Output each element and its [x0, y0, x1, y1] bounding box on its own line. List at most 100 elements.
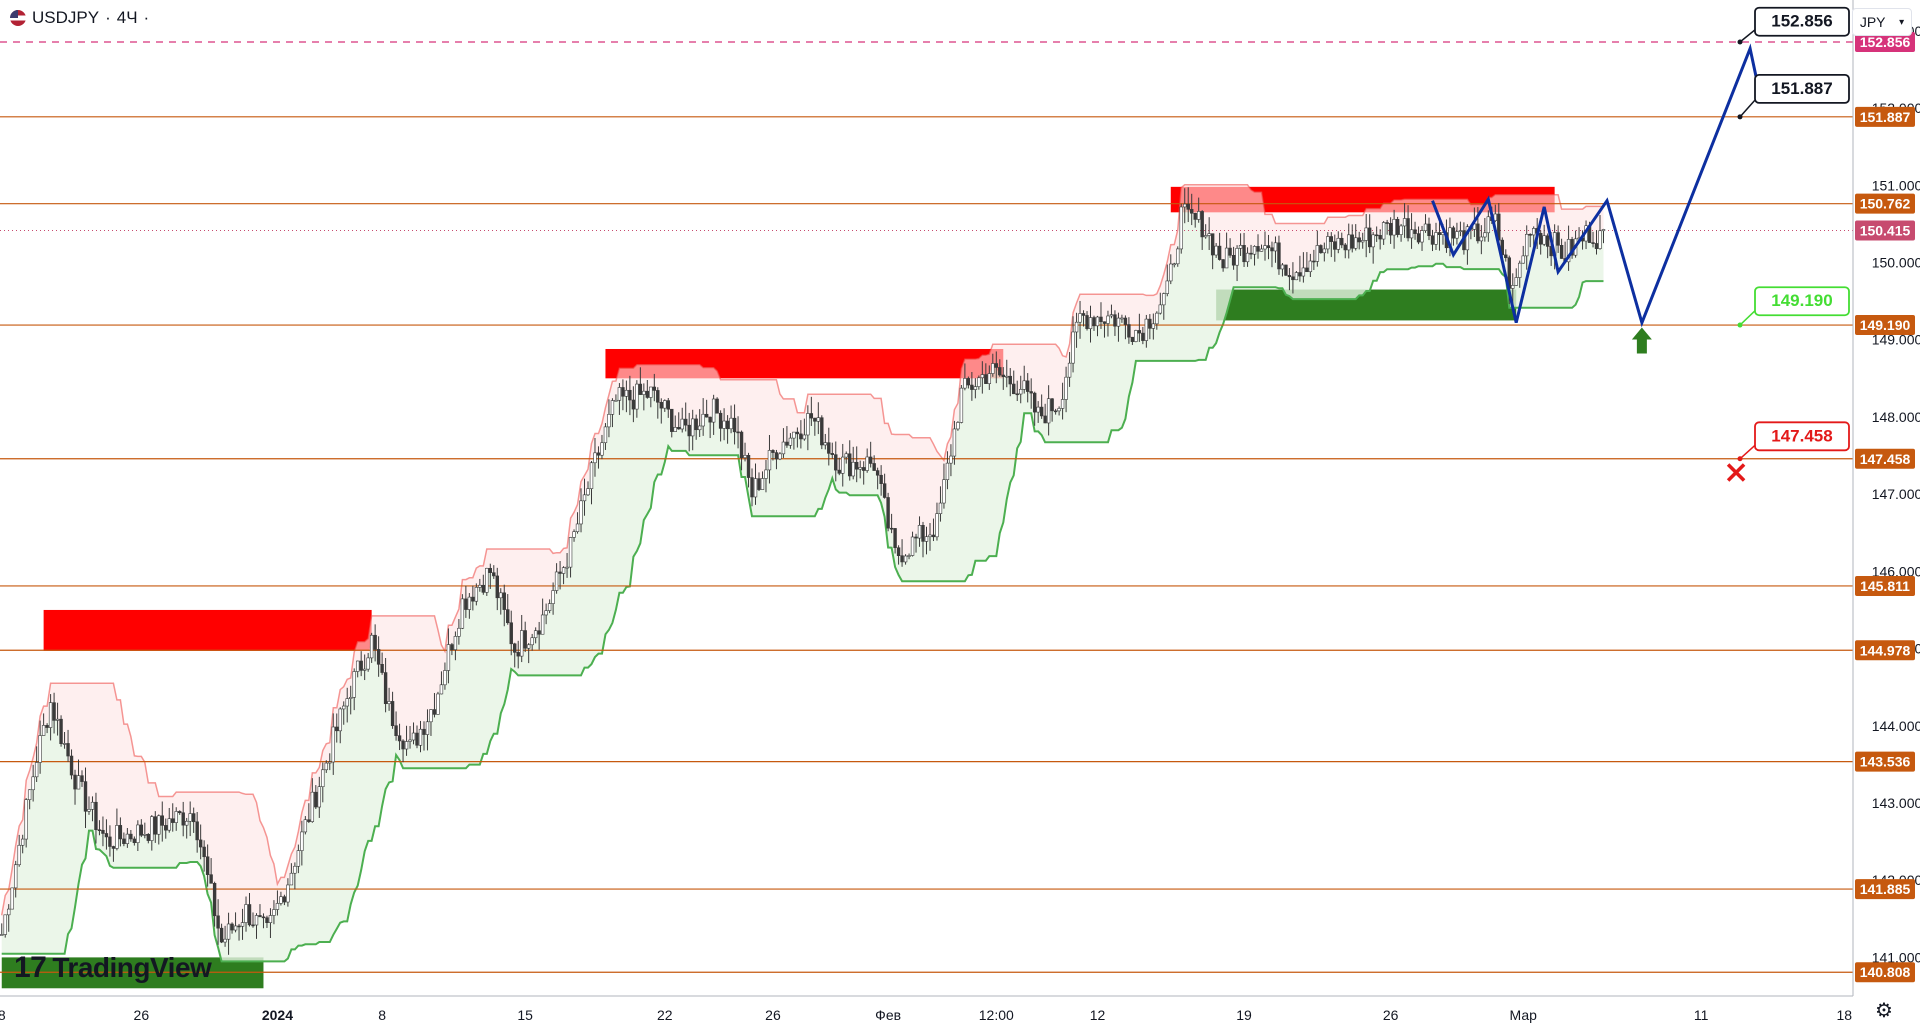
candle-body — [69, 755, 74, 776]
gear-icon[interactable]: ⚙ — [1875, 1000, 1893, 1022]
candle-body — [649, 386, 653, 398]
price-tick-label: 143.000 — [1872, 795, 1920, 811]
price-axis[interactable]: 141.000142.000143.000144.000145.000146.0… — [1852, 0, 1920, 996]
time-tick-label: 19 — [1236, 1007, 1252, 1023]
price-level-tag-label: 149.190 — [1860, 317, 1911, 333]
candle-body — [907, 555, 911, 557]
candle-body — [443, 670, 447, 686]
candle-body — [858, 467, 862, 470]
price-tick-label: 150.000 — [1872, 255, 1920, 271]
candle-body — [31, 776, 35, 791]
candle-body — [1210, 233, 1215, 256]
candle-body — [1245, 252, 1250, 263]
time-tick-label: 26 — [765, 1007, 781, 1023]
candle-body — [87, 809, 91, 812]
candle-body — [62, 743, 67, 745]
candle-body — [48, 702, 53, 728]
candle-body — [575, 523, 580, 532]
tradingview-logo[interactable]: 17 TradingView — [14, 951, 212, 985]
candle-body — [198, 839, 203, 848]
candle-body — [1367, 227, 1372, 248]
candle-body — [896, 547, 901, 557]
candle-body — [715, 398, 719, 414]
candle-body — [502, 592, 506, 610]
candle-body — [568, 537, 573, 568]
candle-body — [76, 775, 81, 790]
symbol-header[interactable]: USDJPY · 4Ч · — [10, 8, 149, 28]
candle-body — [795, 431, 800, 435]
time-tick-label: 12:00 — [979, 1007, 1014, 1023]
price-level-tag-label: 147.458 — [1860, 451, 1911, 467]
candle-body — [806, 413, 810, 436]
candle-body — [17, 844, 21, 866]
candle-body — [956, 422, 960, 430]
candle-body — [349, 696, 353, 699]
candle-body — [1008, 375, 1012, 385]
candle-body — [928, 534, 932, 538]
candle-body — [680, 418, 684, 430]
candle-body — [174, 811, 178, 823]
candle-body — [90, 801, 95, 810]
candle-body — [533, 630, 538, 639]
candle-body — [300, 831, 304, 851]
candle-body — [240, 922, 245, 927]
candle-body — [1120, 317, 1124, 320]
price-level-tag — [1855, 193, 1915, 214]
candle-body — [188, 813, 192, 822]
currency-selector[interactable]: JPY ▾ — [1852, 8, 1912, 36]
candle-body — [1235, 248, 1239, 266]
candle-body — [146, 834, 151, 841]
chevron-down-icon: ▾ — [1899, 16, 1905, 28]
candle-body — [425, 721, 430, 735]
candle-body — [1186, 203, 1190, 210]
candle-body — [607, 414, 611, 428]
candle-body — [739, 431, 744, 459]
candle-body — [307, 819, 311, 822]
candle-body — [746, 455, 751, 478]
candle-body — [1106, 315, 1110, 324]
candle-body — [729, 417, 733, 430]
candle-body — [844, 453, 848, 458]
symbol-name: USDJPY — [32, 8, 100, 27]
candle-body — [635, 383, 639, 410]
trailing-bands-layer — [0, 184, 1604, 963]
callout-box — [1754, 286, 1850, 317]
candle-body — [209, 874, 213, 884]
candle-body — [1556, 232, 1560, 246]
candle-body — [963, 378, 967, 389]
candle-body — [331, 726, 335, 763]
candle-body — [841, 456, 845, 474]
candle-body — [118, 825, 123, 840]
price-level-tag-label: 150.762 — [1860, 196, 1911, 212]
candle-body — [732, 417, 737, 433]
time-axis[interactable]: 8 26 2024 8 15 22 26 Фев 12:00 12 19 26 Мар 11 18 — [0, 995, 1853, 1023]
candle-body — [1196, 211, 1201, 220]
candle-body — [251, 924, 255, 927]
candle-body — [991, 363, 995, 374]
candle-body — [1521, 255, 1525, 264]
candle-body — [41, 725, 46, 736]
candle-body — [387, 701, 391, 705]
candle-body — [1270, 247, 1274, 252]
zones-layer — [1, 186, 1555, 989]
candle-body — [104, 833, 109, 838]
candle-body — [10, 887, 14, 910]
candle-body — [14, 864, 18, 889]
candle-body — [966, 378, 971, 386]
candle-body — [851, 461, 855, 477]
candle-body — [1095, 316, 1100, 327]
candle-body — [764, 469, 768, 479]
candle-body — [1067, 362, 1072, 378]
header-separator: · — [105, 8, 111, 27]
candle-body — [638, 383, 643, 395]
candle-body — [1127, 324, 1131, 338]
candle-body — [523, 630, 527, 649]
candle-body — [202, 846, 206, 858]
candle-body — [499, 592, 503, 599]
candle-body — [1190, 209, 1194, 214]
candle-body — [429, 709, 433, 723]
callout-anchor-dot — [1737, 322, 1743, 328]
candle-body — [1158, 304, 1163, 314]
candle-body — [1291, 276, 1295, 281]
